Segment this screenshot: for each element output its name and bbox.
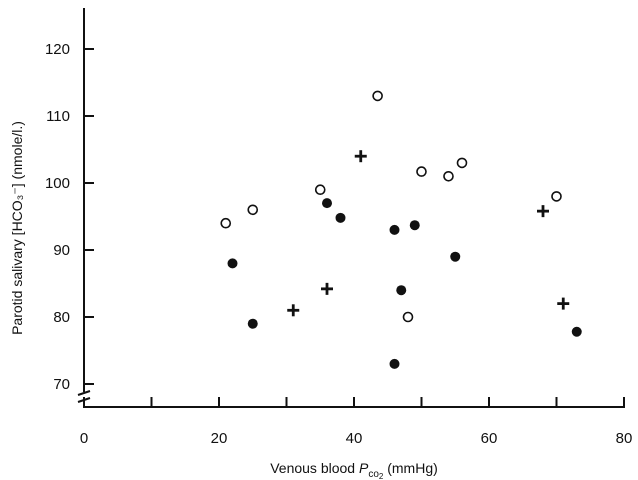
data-point-filled-circle bbox=[227, 258, 238, 269]
x-axis-label-sub: co bbox=[368, 469, 379, 480]
x-axis-label-main: Venous blood bbox=[270, 460, 359, 476]
y-ticks: 70 80 90 100 110 120 bbox=[45, 41, 94, 393]
data-point-filled-circle bbox=[322, 198, 332, 209]
data-point-plus bbox=[287, 304, 300, 317]
y-tick-label: 70 bbox=[53, 376, 70, 393]
data-point-filled-circle bbox=[389, 224, 400, 235]
data-point-plus bbox=[321, 282, 333, 295]
data-point-open-circle bbox=[247, 204, 259, 216]
x-axis-label-subsub: 2 bbox=[379, 472, 384, 480]
y-tick-label: 110 bbox=[46, 108, 70, 125]
data-point-open-circle bbox=[443, 171, 454, 182]
data-point-filled-circle bbox=[409, 220, 420, 231]
data-point-open-circle bbox=[456, 157, 468, 169]
data-point-filled-circle bbox=[389, 358, 400, 369]
data-point-open-circle bbox=[402, 311, 414, 323]
data-point-open-circle bbox=[416, 166, 427, 177]
x-tick-label: 20 bbox=[211, 430, 228, 447]
data-point-filled-circle bbox=[247, 318, 258, 329]
data-point-open-circle bbox=[220, 217, 232, 229]
x-axis-label-unit: (mmHg) bbox=[383, 460, 437, 476]
data-point-filled-circle bbox=[396, 285, 407, 296]
y-tick-label: 100 bbox=[45, 175, 70, 192]
data-point-plus bbox=[537, 205, 549, 218]
y-tick-label: 80 bbox=[53, 309, 70, 326]
data-point-open-circle bbox=[314, 184, 326, 195]
x-axis-label-symbol: P bbox=[359, 460, 369, 476]
x-tick-label: 40 bbox=[346, 430, 363, 447]
y-tick-label: 120 bbox=[45, 41, 70, 58]
data-point-plus bbox=[557, 297, 570, 310]
data-point-plus bbox=[354, 150, 367, 163]
y-axis-label: Parotid salivary [HCO₃⁻] (nmole/l.) bbox=[9, 121, 25, 335]
x-tick-label: 60 bbox=[481, 430, 498, 447]
y-axis-break-line-1 bbox=[77, 390, 91, 396]
x-tick-label: 80 bbox=[616, 430, 633, 447]
x-tick-label: 0 bbox=[80, 430, 88, 447]
data-point-filled-circle bbox=[450, 251, 461, 262]
y-tick-label: 90 bbox=[53, 242, 70, 259]
x-axis-label: Venous blood Pco2 (mmHg) bbox=[270, 460, 438, 480]
x-ticks: 0 20 40 60 80 bbox=[80, 397, 633, 447]
data-points bbox=[220, 90, 582, 369]
data-point-filled-circle bbox=[571, 326, 582, 337]
data-point-filled-circle bbox=[335, 212, 346, 223]
data-point-open-circle bbox=[372, 90, 383, 102]
data-point-open-circle bbox=[551, 191, 562, 202]
